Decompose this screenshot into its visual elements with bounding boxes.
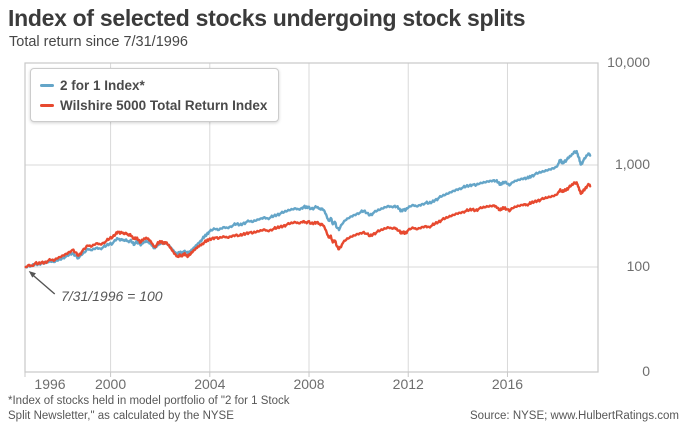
footnote-line-2: Split Newsletter," as calculated by the …: [8, 410, 234, 422]
y-axis-label: 0: [642, 363, 650, 379]
blue-line-swatch-icon: [40, 83, 54, 87]
legend-label-wilshire: Wilshire 5000 Total Return Index: [60, 97, 268, 113]
legend-label-2for1: 2 for 1 Index*: [60, 77, 145, 93]
footnote-line-1: *Index of stocks held in model portfolio…: [8, 395, 290, 407]
x-axis-label: 2016: [491, 376, 524, 392]
page-title: Index of selected stocks undergoing stoc…: [8, 5, 526, 31]
annotation-arrow-icon: [28, 271, 56, 295]
x-axis-label: 2012: [392, 376, 424, 392]
legend-item-2for1: 2 for 1 Index*: [40, 75, 267, 95]
y-axis-label: 10,000: [607, 54, 650, 70]
y-axis-label: 100: [626, 258, 650, 274]
chart-subtitle: Total return since 7/31/1996: [9, 34, 188, 50]
x-axis-label: 2008: [293, 376, 325, 392]
x-axis-label: 2004: [194, 376, 226, 392]
red-line-swatch-icon: [40, 103, 54, 107]
series-line-wilshire: [24, 181, 592, 269]
x-axis-label: 1996: [34, 376, 66, 392]
series-line-2for1: [24, 149, 592, 269]
base-value-annotation: 7/31/1996 = 100: [61, 288, 163, 304]
legend-item-wilshire: Wilshire 5000 Total Return Index: [40, 95, 267, 115]
y-axis-label: 1,000: [614, 156, 650, 172]
source-attribution: Source: NYSE; www.HulbertRatings.com: [470, 410, 679, 422]
chart-legend: 2 for 1 Index* Wilshire 5000 Total Retur…: [30, 68, 280, 122]
x-axis-label: 2000: [94, 376, 127, 392]
